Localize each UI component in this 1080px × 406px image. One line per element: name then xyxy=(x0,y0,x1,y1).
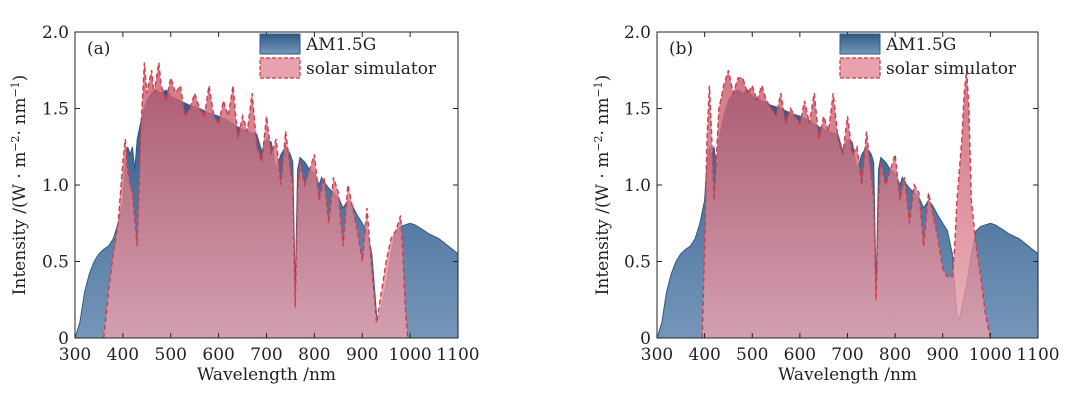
legend-label-am15g: AM1.5G xyxy=(885,35,956,55)
legend-label-simulator: solar simulator xyxy=(886,59,1017,79)
x-tick-label: 1000 xyxy=(969,345,1012,365)
panel-label: (a) xyxy=(87,39,110,59)
x-tick-label: 800 xyxy=(298,345,330,365)
x-tick-label: 900 xyxy=(346,345,378,365)
y-axis-title-superscript: −2 xyxy=(9,135,22,151)
x-axis-title: Wavelength /nm xyxy=(197,365,336,385)
y-tick-label: 0.5 xyxy=(42,253,69,273)
x-tick-label: 700 xyxy=(831,345,863,365)
x-tick-label: 400 xyxy=(688,345,720,365)
y-tick-label: 0.5 xyxy=(624,253,651,273)
series-area-simulator xyxy=(103,62,408,338)
x-tick-label: 500 xyxy=(736,345,768,365)
y-tick-label: 0 xyxy=(58,329,69,349)
x-tick-label: 700 xyxy=(250,345,282,365)
x-tick-label: 1100 xyxy=(1016,345,1059,365)
series-line-simulator xyxy=(103,62,409,339)
x-tick-label: 600 xyxy=(202,345,234,365)
legend-label-simulator: solar simulator xyxy=(306,59,437,79)
y-tick-label: 2.0 xyxy=(42,23,69,43)
y-tick-label: 2.0 xyxy=(624,23,651,43)
y-tick-label: 1.0 xyxy=(624,176,651,196)
chart-panel-1: 300 400 500 600 700 800 900 1000 1100 0 0.5 1.0 1.5 2… xyxy=(592,23,1060,385)
legend-label-am15g: AM1.5G xyxy=(305,35,376,55)
y-axis-title-part: ) xyxy=(10,75,30,82)
x-tick-label: 900 xyxy=(927,345,959,365)
y-axis-title-part: Intensity /(W · m xyxy=(10,152,30,296)
legend: AM1.5G solar simulator xyxy=(259,33,437,79)
x-tick-label: 500 xyxy=(155,345,187,365)
x-tick-label: 1000 xyxy=(388,345,431,365)
y-axis-title-part: ) xyxy=(593,75,613,82)
x-tick-label: 300 xyxy=(59,345,91,365)
y-tick-label: 1.0 xyxy=(42,176,69,196)
chart-panel-0: 300 400 500 600 700 800 900 1000 1100 0 0.5 1.0 1.5 2… xyxy=(9,23,480,385)
y-axis-title-superscript: −1 xyxy=(592,81,605,97)
x-tick-label: 600 xyxy=(784,345,816,365)
y-axis-title: Intensity /(W · m−2· nm−1) xyxy=(592,75,614,296)
x-axis-title: Wavelength /nm xyxy=(778,365,917,385)
x-tick-label: 800 xyxy=(879,345,911,365)
legend-swatch-am15g xyxy=(839,33,881,55)
y-tick-label: 0 xyxy=(640,329,651,349)
y-axis-title-superscript: −1 xyxy=(9,81,22,97)
y-axis-title-part: Intensity /(W · m xyxy=(593,152,613,296)
legend-swatch-simulator xyxy=(839,57,881,79)
y-tick-label: 1.5 xyxy=(42,100,69,120)
y-tick-label: 1.5 xyxy=(624,100,651,120)
x-tick-label: 300 xyxy=(641,345,673,365)
y-axis-title-part: · nm xyxy=(10,98,30,136)
legend-swatch-simulator xyxy=(259,57,301,79)
y-axis-title-superscript: −2 xyxy=(592,135,605,151)
panel-label: (b) xyxy=(669,39,693,59)
series-area-simulator xyxy=(702,70,991,339)
y-axis-title: Intensity /(W · m−2· nm−1) xyxy=(9,75,31,296)
y-axis-title-part: · nm xyxy=(593,98,613,136)
series-line-simulator xyxy=(701,70,992,339)
x-tick-label: 400 xyxy=(107,345,139,365)
x-tick-label: 1100 xyxy=(436,345,479,365)
legend: AM1.5G solar simulator xyxy=(839,33,1017,79)
legend-swatch-am15g xyxy=(259,33,301,55)
